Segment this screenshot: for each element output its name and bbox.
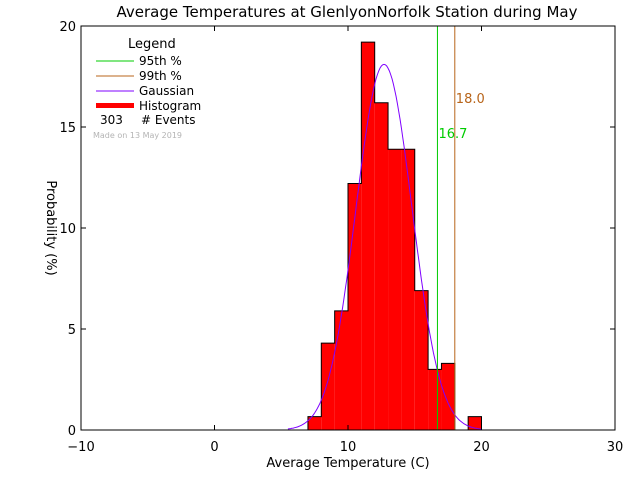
legend-title: Legend xyxy=(128,37,176,52)
histogram-bar-2 xyxy=(334,310,348,430)
legend-label-99th: 99th % xyxy=(139,69,182,83)
legend-label-gaussian: Gaussian xyxy=(139,84,194,98)
legend-label-95th: 95th % xyxy=(139,54,182,68)
legend: Legend 95th % 99th % Gaussian Histogram … xyxy=(93,37,201,140)
x-tick-label-4: 30 xyxy=(607,440,624,455)
legend-events-label: # Events xyxy=(141,113,196,127)
histogram-bar-0 xyxy=(307,416,322,430)
histogram-bar-9 xyxy=(428,369,442,430)
percentile-label-95th: 16.7 xyxy=(438,127,467,142)
legend-label-histogram: Histogram xyxy=(139,99,201,113)
legend-events-count: 303 xyxy=(100,113,123,127)
made-on-note: Made on 13 May 2019 xyxy=(93,131,182,140)
histogram-outline xyxy=(307,41,482,430)
x-tick-label-1: 0 xyxy=(210,440,218,455)
gaussian-curve xyxy=(287,63,482,430)
histogram-bar-5 xyxy=(374,102,389,430)
y-tick-label-0: 0 xyxy=(68,424,76,439)
legend-swatch-histogram xyxy=(96,103,134,108)
y-tick-label-3: 15 xyxy=(59,121,76,136)
histogram-bar-6 xyxy=(388,149,402,430)
x-axis-label: Average Temperature (C) xyxy=(266,456,429,471)
x-tick-label-3: 20 xyxy=(473,440,490,455)
chart-title: Average Temperatures at GlenlyonNorfolk … xyxy=(117,3,578,21)
y-axis-ticks: 0 5 10 15 20 xyxy=(59,20,615,439)
histogram-bar-10 xyxy=(441,363,455,430)
histogram-bar-4 xyxy=(361,42,375,430)
y-tick-label-2: 10 xyxy=(59,222,76,237)
x-axis-ticks: −10 0 10 20 30 xyxy=(67,26,623,455)
histogram-bar-1 xyxy=(321,343,335,430)
y-axis-label: Probability (%) xyxy=(43,180,58,275)
x-tick-label-0: −10 xyxy=(67,440,94,455)
histogram-bar-8 xyxy=(414,290,429,430)
y-tick-label-4: 20 xyxy=(59,20,76,35)
histogram-bar-7 xyxy=(401,149,415,430)
plot-marks: 16.7 18.0 xyxy=(287,26,485,430)
y-tick-label-1: 5 xyxy=(68,323,76,338)
histogram-bar-11 xyxy=(468,416,482,430)
x-tick-label-2: 10 xyxy=(340,440,357,455)
percentile-label-99th: 18.0 xyxy=(456,92,485,107)
